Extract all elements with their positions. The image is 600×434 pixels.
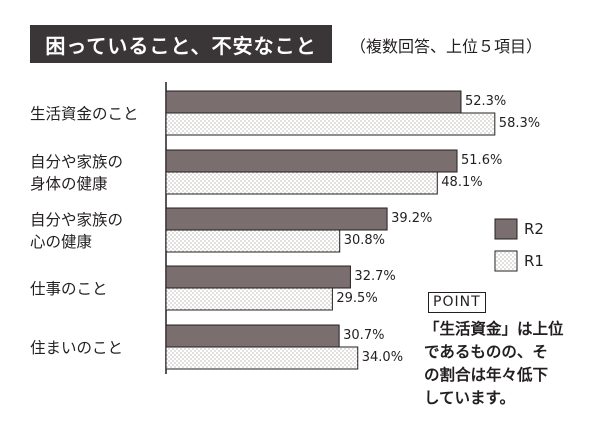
data-label: 30.8% <box>344 233 385 248</box>
bar-r1 <box>165 287 333 311</box>
legend-swatch-r2 <box>494 218 518 240</box>
legend-label: R2 <box>524 220 544 238</box>
data-label: 51.6% <box>461 153 502 168</box>
category-label: 仕事のこと <box>30 280 108 298</box>
point-note: 「生活資金」は上位 であるものの、そ の割合は年々低下 しています。 <box>424 318 600 410</box>
category-label: 身体の健康 <box>30 175 108 193</box>
bar-r2 <box>165 149 458 173</box>
category-label: 自分や家族の <box>30 153 123 171</box>
point-line: の割合は年々低下 <box>424 366 549 384</box>
data-label: 32.7% <box>354 269 395 284</box>
data-label: 52.3% <box>465 94 506 109</box>
point-line: しています。 <box>424 389 515 407</box>
legend-label: R1 <box>524 252 544 270</box>
data-label: 39.2% <box>391 211 432 226</box>
bar-r2 <box>165 90 462 114</box>
point-line: 「生活資金」は上位 <box>424 320 564 338</box>
category-label: 生活資金のこと <box>30 105 139 123</box>
bar-r1 <box>165 229 341 253</box>
bar-r1 <box>165 171 438 195</box>
data-label: 58.3% <box>499 116 540 131</box>
chart-title: 困っていること、不安なこと <box>30 25 332 63</box>
category-label: 自分や家族の <box>30 211 123 229</box>
category-label: 心の健康 <box>30 233 92 251</box>
bar-r2 <box>165 265 351 289</box>
bar-r1 <box>165 112 496 136</box>
bar-r2 <box>165 324 340 348</box>
data-label: 34.0% <box>362 350 403 365</box>
data-label: 48.1% <box>441 175 482 190</box>
bar-r1 <box>165 346 359 370</box>
point-line: であるものの、そ <box>424 343 548 361</box>
point-badge: POINT <box>428 292 486 313</box>
data-label: 29.5% <box>336 291 377 306</box>
chart-subtitle: （複数回答、上位５項目） <box>350 37 543 56</box>
data-label: 30.7% <box>343 328 384 343</box>
category-label: 住まいのこと <box>30 339 123 357</box>
legend-swatch-r1 <box>494 250 518 272</box>
bar-r2 <box>165 207 388 231</box>
